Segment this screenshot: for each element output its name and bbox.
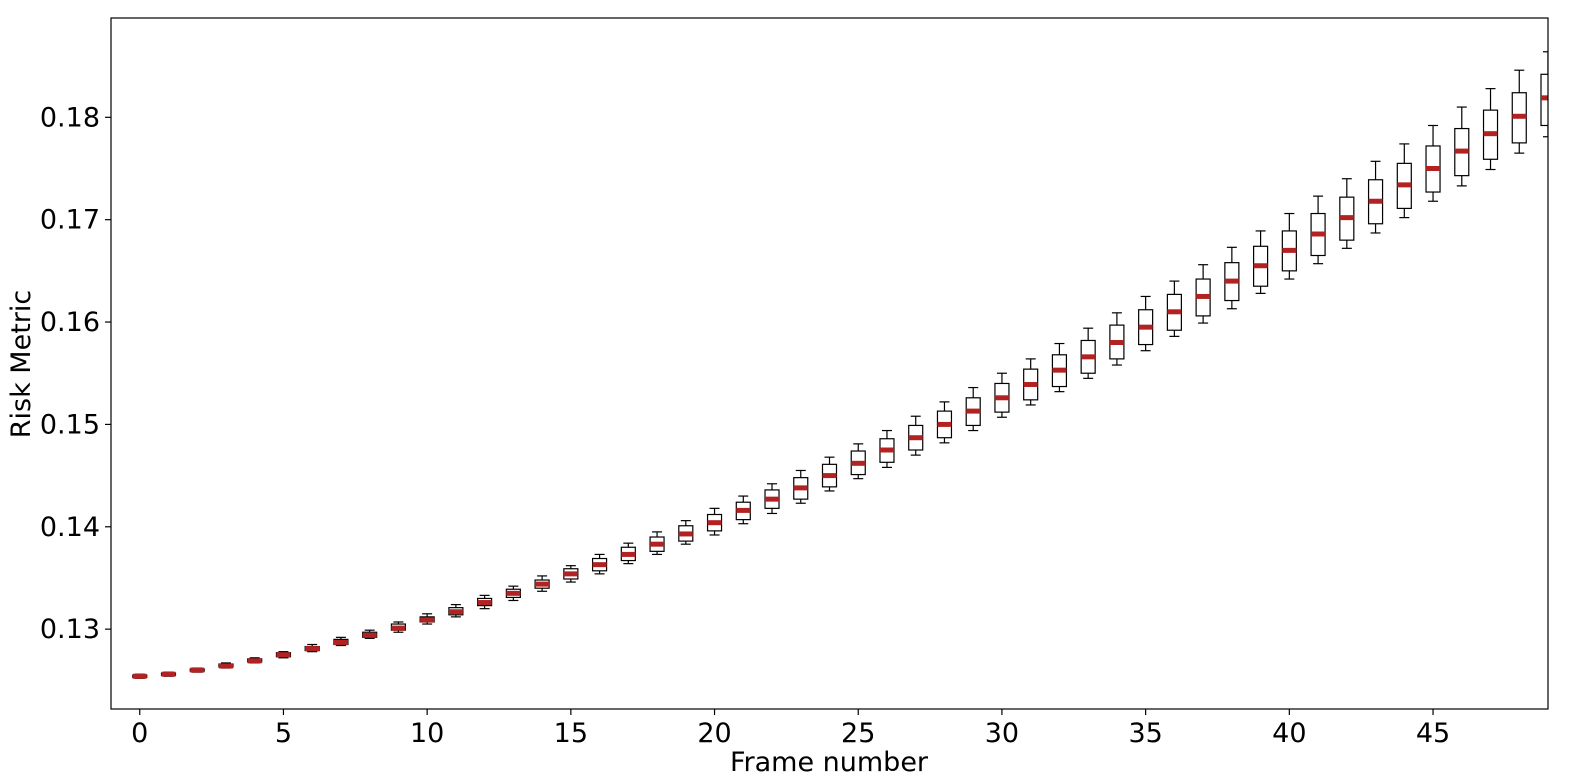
- box-frame-31: [1023, 358, 1039, 406]
- x-ticks-layer: 0 5 10 15 20 25 30 35 40 45: [131, 709, 1450, 749]
- box-frame-10: [419, 613, 435, 625]
- box-frame-49: [1540, 51, 1548, 138]
- box-frame-2: [189, 667, 205, 673]
- box-frame-34: [1109, 312, 1125, 366]
- box-frame-30: [994, 372, 1010, 418]
- box-frame-26: [879, 429, 895, 469]
- box-frame-36: [1166, 280, 1182, 337]
- y-tick-label: 0.15: [40, 409, 100, 440]
- y-tick-label: 0.14: [40, 512, 100, 543]
- x-tick-label: 40: [1272, 718, 1306, 749]
- box-frame-40: [1281, 212, 1297, 280]
- box-frame-48: [1511, 69, 1527, 154]
- y-tick-label: 0.13: [40, 614, 100, 645]
- box-frame-43: [1367, 160, 1384, 234]
- x-tick-label: 45: [1416, 718, 1450, 749]
- box-frame-13: [505, 585, 521, 602]
- box-frame-35: [1138, 295, 1154, 352]
- box-frame-32: [1051, 342, 1068, 393]
- box-frame-37: [1195, 264, 1211, 324]
- box-frame-9: [390, 621, 406, 633]
- x-tick-label: 20: [697, 718, 731, 749]
- box-frame-5: [275, 651, 292, 659]
- box-frame-11: [448, 603, 464, 618]
- y-tick-label: 0.17: [40, 205, 100, 236]
- box-frame-39: [1252, 230, 1269, 294]
- box-frame-3: [218, 662, 234, 669]
- box-frame-18: [649, 531, 665, 556]
- box-frame-17: [620, 542, 636, 565]
- box-frame-1: [160, 671, 177, 677]
- box-frame-21: [735, 495, 751, 525]
- box-frame-4: [247, 657, 263, 664]
- box-frame-28: [936, 401, 953, 444]
- x-tick-label: 5: [275, 718, 292, 749]
- box-frame-41: [1310, 195, 1326, 265]
- y-axis-label: Risk Metric: [6, 290, 37, 439]
- box-frame-16: [591, 553, 608, 575]
- box-frame-47: [1482, 88, 1499, 171]
- box-frame-29: [965, 386, 981, 432]
- x-tick-label: 25: [841, 718, 875, 749]
- box-frame-25: [850, 443, 866, 480]
- x-tick-label: 30: [985, 718, 1019, 749]
- box-frame-0: [132, 673, 148, 679]
- x-tick-label: 35: [1128, 718, 1162, 749]
- box-frame-42: [1339, 178, 1355, 249]
- box-frame-12: [477, 594, 493, 610]
- box-frame-24: [821, 456, 838, 492]
- x-tick-label: 10: [410, 718, 444, 749]
- box-frame-33: [1080, 327, 1096, 379]
- box-frame-38: [1224, 246, 1240, 310]
- box-frame-19: [678, 520, 694, 545]
- plot-frame: [110, 17, 1549, 710]
- x-axis-label: Frame number: [730, 747, 929, 778]
- box-frame-8: [362, 629, 378, 639]
- box-frame-14: [534, 575, 550, 592]
- y-tick-label: 0.18: [40, 102, 100, 133]
- boxes-layer: [132, 51, 1548, 679]
- y-ticks-layer: 0.13 0.14 0.15 0.16 0.17 0.18: [40, 102, 111, 645]
- box-frame-46: [1454, 106, 1470, 187]
- box-frame-7: [333, 636, 349, 647]
- y-tick-label: 0.16: [40, 307, 100, 338]
- box-frame-27: [908, 415, 924, 456]
- box-frame-6: [304, 643, 320, 653]
- box-frame-44: [1396, 143, 1412, 219]
- x-tick-label: 15: [554, 718, 588, 749]
- box-frame-15: [563, 565, 579, 583]
- x-tick-label: 0: [131, 718, 148, 749]
- box-frame-23: [793, 469, 809, 504]
- box-frame-22: [764, 483, 780, 515]
- box-frame-45: [1425, 124, 1441, 202]
- box-frame-20: [706, 507, 723, 536]
